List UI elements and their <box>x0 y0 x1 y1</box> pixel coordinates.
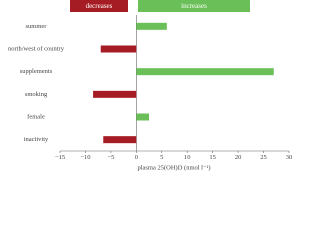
legend-label: decreases <box>86 2 113 10</box>
bar <box>93 90 137 98</box>
y-tick-label: supplements <box>20 68 53 75</box>
x-tick-label: 0 <box>135 154 138 161</box>
bar <box>136 68 274 76</box>
x-tick-label: 10 <box>184 154 191 161</box>
bar <box>103 136 137 144</box>
chart: plasma 25(OH)D (nmol l⁻¹) decreases incre… <box>8 0 292 171</box>
y-tick-label: female <box>27 113 45 120</box>
x-tick-label: 25 <box>260 154 267 161</box>
x-axis-label: plasma 25(OH)D (nmol l⁻¹) <box>137 164 210 171</box>
x-tick-label: 15 <box>209 154 216 161</box>
y-tick-label: smoking <box>25 91 48 98</box>
legend-box <box>70 0 128 12</box>
bar <box>136 113 150 121</box>
x-tick-label: −10 <box>80 154 90 161</box>
x-tick-label: 20 <box>235 154 242 161</box>
y-tick-label: summer <box>26 23 48 30</box>
bar <box>136 22 167 30</box>
x-tick-label: 30 <box>286 154 292 161</box>
x-tick-label: 5 <box>160 154 163 161</box>
x-tick-label: −5 <box>107 154 114 161</box>
legend-box <box>138 0 250 12</box>
y-tick-label: inactivity <box>24 136 49 143</box>
x-tick-label: −15 <box>55 154 65 161</box>
bar <box>100 45 137 53</box>
y-tick-label: north/west of country <box>8 45 65 52</box>
legend-label: increases <box>181 2 207 10</box>
